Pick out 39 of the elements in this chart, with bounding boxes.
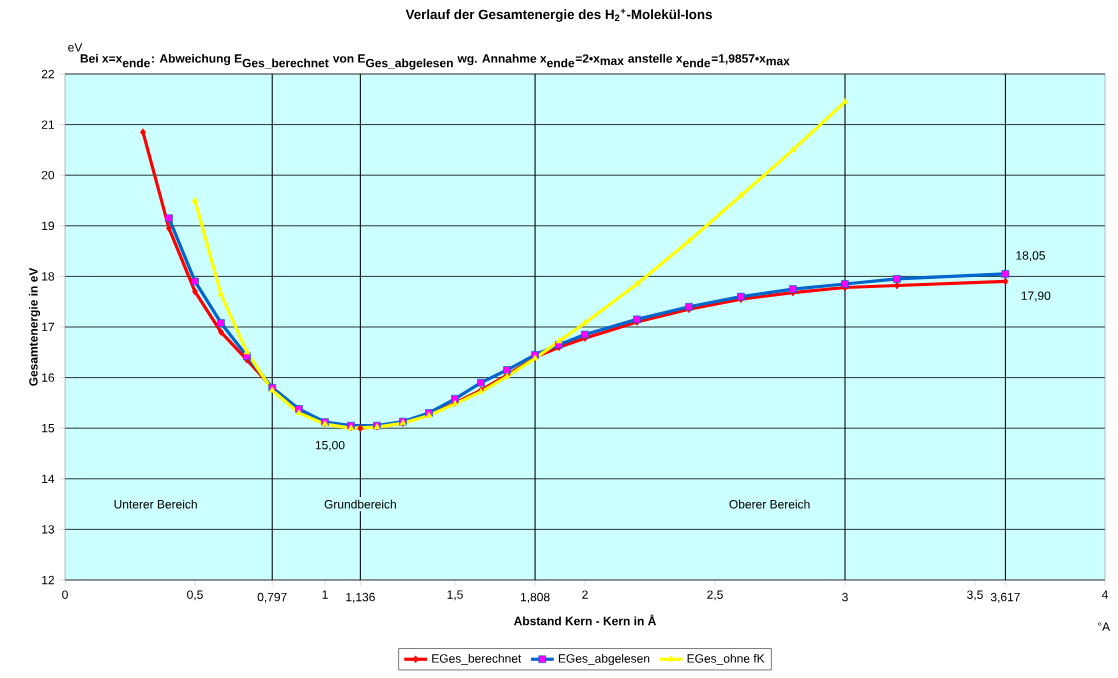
y-tick-label: 18 bbox=[42, 272, 55, 281]
x-tick-label: 0,5 bbox=[187, 590, 203, 601]
x-tick-label: 3,5 bbox=[967, 590, 983, 601]
y-tick-label: 22 bbox=[41, 69, 54, 79]
legend-label: EGes_berechnet bbox=[432, 653, 522, 665]
data-label: 17,90 bbox=[1021, 291, 1051, 302]
annotation: Unterer Bereich bbox=[114, 499, 197, 509]
y-tick-label: 20 bbox=[41, 170, 55, 180]
x-tick-label: 1,5 bbox=[447, 590, 463, 601]
data-label: 15,00 bbox=[315, 440, 345, 451]
x-tick-label: 0,797 bbox=[257, 592, 287, 603]
x-tick-label: 3,617 bbox=[990, 592, 1020, 603]
text: eV bbox=[68, 43, 83, 52]
y-tick-label: 17 bbox=[42, 322, 54, 332]
chart-subtitle: $\mbox{Bei x=x}_{\mbox{ende}}\mbox{: Abweichung E}_{\mbox{Ges\_berechnet}}\mbox{ von E}_{\mbox{Ges\_abgelesen}}\mbox{ wg. Annahme x}_{\mbox{ende}}\mbox{=2•x}_{\mbox{max}}\mbox{ anstelle x}_{\mbox{ende}}\mbox{=1,9857•x}_{\mbox{max}}$ bbox=[80, 53, 790, 70]
text: °A bbox=[1097, 622, 1111, 631]
x-tick-label: 1,136 bbox=[346, 592, 375, 603]
y-tick-label: 21 bbox=[41, 120, 55, 129]
y-tick-label: 15 bbox=[42, 424, 55, 433]
x-tick-label: 1 bbox=[322, 590, 328, 599]
x-axis-title: Abstand Kern - Kern in Å bbox=[513, 614, 657, 626]
y-axis-title: Gesamtenergie in eV bbox=[28, 267, 41, 386]
chart-title: Verlauf der Gesamtenergie des H$_{2}$$^{+}$-Molekül-Ions bbox=[405, 8, 712, 22]
x-tick-label: 2,5 bbox=[707, 590, 723, 601]
y-tick-label: 19 bbox=[42, 221, 55, 231]
x-tick-label: 3 bbox=[842, 592, 848, 602]
legend-label: EGes_ohne fK bbox=[687, 653, 765, 665]
y-tick-label: 12 bbox=[42, 575, 54, 585]
data-label: 18,05 bbox=[1016, 251, 1045, 262]
y-tick-label: 13 bbox=[42, 525, 55, 534]
y-tick-label: 16 bbox=[42, 373, 55, 382]
x-tick-label: 0 bbox=[62, 590, 68, 599]
x-tick-label: 4 bbox=[1101, 590, 1108, 599]
x-tick-label: 2 bbox=[582, 590, 588, 599]
x-tick-label: 1,808 bbox=[520, 592, 550, 603]
y-tick-label: 14 bbox=[42, 474, 55, 483]
annotation: Grundbereich bbox=[324, 499, 396, 509]
annotation: Oberer Bereich bbox=[729, 499, 810, 509]
legend-label: EGes_abgelesen bbox=[558, 653, 650, 666]
